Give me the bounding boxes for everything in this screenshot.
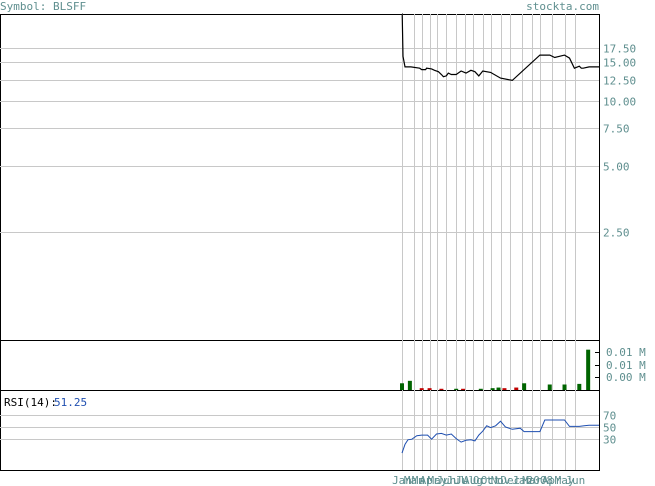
volume-bar <box>439 388 444 390</box>
volume-bar <box>586 349 591 390</box>
price-tick-label: 12.50 <box>603 75 636 88</box>
price-layer <box>401 13 599 82</box>
volume-bar <box>547 384 552 390</box>
x-tick-label: Jun <box>436 474 456 486</box>
rsi-current-value: 51.25 <box>54 396 87 409</box>
brand-link[interactable]: stockta.com <box>526 0 599 13</box>
x-tick-label: May <box>428 474 448 486</box>
volume-tick-label: 0.01 M <box>606 359 646 372</box>
x-tick-label: Dec <box>500 474 520 486</box>
x-tick-label: Jul <box>446 474 466 486</box>
x-tick-label: Aug <box>463 474 483 486</box>
volume-layer <box>400 349 591 390</box>
price-tick-label: 15.00 <box>603 57 636 70</box>
x-tick-label: Mar <box>412 474 432 486</box>
price-tick-label: 7.50 <box>603 123 630 136</box>
x-tick-label: Nov <box>491 474 511 486</box>
x-tick-label: Apr <box>542 474 562 486</box>
price-line <box>401 13 599 82</box>
rsi-line <box>401 419 599 454</box>
panels-layer <box>0 14 600 471</box>
volume-bar <box>562 384 567 390</box>
rsi-layer <box>401 419 599 454</box>
price-tick-label: 17.50 <box>603 43 636 56</box>
price-tick-label: 2.50 <box>603 227 630 240</box>
volume-bar <box>478 388 483 390</box>
volume-bar <box>427 388 432 390</box>
rsi-tick-label: 70 <box>603 410 616 423</box>
x-tick-label: Jul <box>455 474 475 486</box>
volume-bar <box>496 387 501 390</box>
volume-panel-frame <box>0 340 600 391</box>
x-tick-label: Mar <box>522 474 542 486</box>
x-tick-label: Oct <box>481 474 501 486</box>
price-panel-frame <box>0 14 600 341</box>
symbol-value: BLSFF <box>52 0 87 13</box>
x-tick-label: Oct <box>473 474 493 486</box>
volume-bar <box>514 387 519 390</box>
volume-tick-label: 0.01 M <box>606 346 646 359</box>
x-tick-label: Jan <box>512 474 532 486</box>
volume-bar <box>522 383 527 390</box>
rsi-tick-label: 50 <box>603 422 616 435</box>
x-tick-label: May <box>555 474 575 486</box>
grid-layer <box>0 14 599 470</box>
volume-bar <box>454 388 459 390</box>
rsi-tick-label: 30 <box>603 434 616 447</box>
volume-bar <box>461 388 466 390</box>
x-tick-label: 2008 <box>527 474 554 486</box>
volume-bar <box>490 388 495 390</box>
x-tick-label: Jan <box>392 474 412 486</box>
volume-bar <box>419 388 424 390</box>
rsi-label: RSI(14): <box>4 396 57 409</box>
symbol-caption: Symbol: BLSFF <box>0 0 86 13</box>
price-tick-label: 10.00 <box>603 96 636 109</box>
rsi-panel-frame <box>0 390 600 471</box>
price-tick-label: 5.00 <box>603 161 630 174</box>
volume-bar <box>400 383 404 390</box>
x-tick-label: Mar <box>404 474 424 486</box>
volume-bar <box>502 388 507 390</box>
x-tick-label: Apr <box>420 474 440 486</box>
volume-bar <box>407 380 412 390</box>
volume-bar <box>577 383 582 390</box>
x-tick-label: Jun <box>565 474 585 486</box>
symbol-label: Symbol: <box>0 0 47 13</box>
volume-tick-label: 0.00 M <box>606 371 646 384</box>
